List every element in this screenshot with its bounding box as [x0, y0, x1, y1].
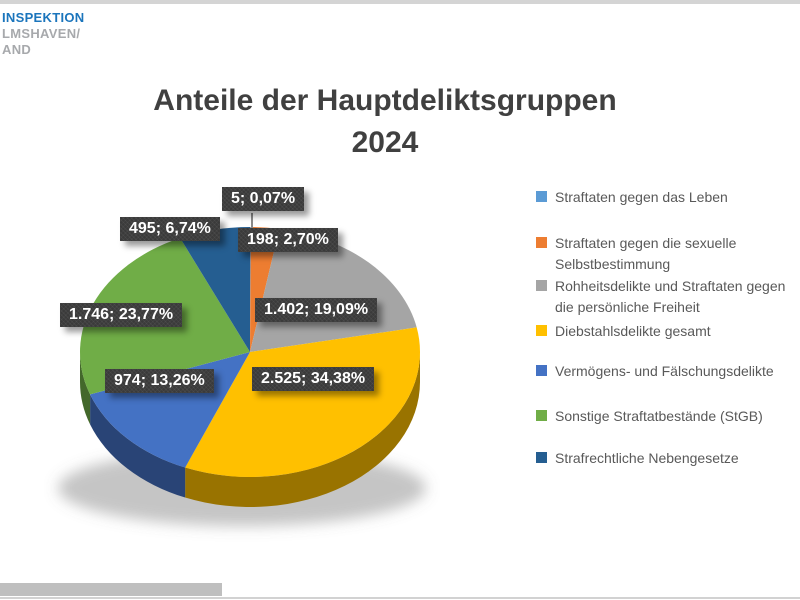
- data-label-diebstahl: 2.525; 34,38%: [252, 367, 374, 391]
- logo-line-3: AND: [2, 42, 32, 57]
- data-label-sexuelle: 198; 2,70%: [238, 228, 338, 252]
- top-edge-strip: [0, 0, 800, 4]
- pie-slice-4: [90, 352, 251, 468]
- logo-line-1: INSPEKTION: [2, 10, 85, 25]
- pie-slice-side: [80, 352, 91, 425]
- title-line-2: 2024: [351, 126, 419, 159]
- data-label-vermoegen: 974; 13,26%: [105, 369, 214, 393]
- footer-bar: [0, 583, 222, 596]
- pie-slice-3: [185, 327, 421, 478]
- pie-slice-side: [90, 394, 186, 498]
- org-logo: INSPEKTION LMSHAVEN/ AND: [2, 10, 84, 58]
- pie-slice-0: [250, 227, 251, 352]
- title-line-1: Anteile der Hauptdeliktsgruppen: [153, 84, 617, 117]
- data-label-leben: 5; 0,07%: [222, 187, 304, 211]
- pie-slice-side: [185, 352, 420, 508]
- data-label-sonstige: 1.746; 23,77%: [60, 303, 182, 327]
- data-label-nebengesetze: 495; 6,74%: [120, 217, 220, 241]
- logo-line-2: LMSHAVEN/: [2, 26, 81, 41]
- page-title: Anteile der Hauptdeliktsgruppen 2024: [85, 80, 685, 164]
- label-leader-line: [251, 213, 253, 231]
- pie-slice-2: [250, 228, 417, 352]
- pie-slice-6: [180, 227, 250, 352]
- pie-slice-1: [250, 227, 280, 352]
- data-label-rohheit: 1.402; 19,09%: [255, 298, 377, 322]
- footer-line: [0, 597, 800, 599]
